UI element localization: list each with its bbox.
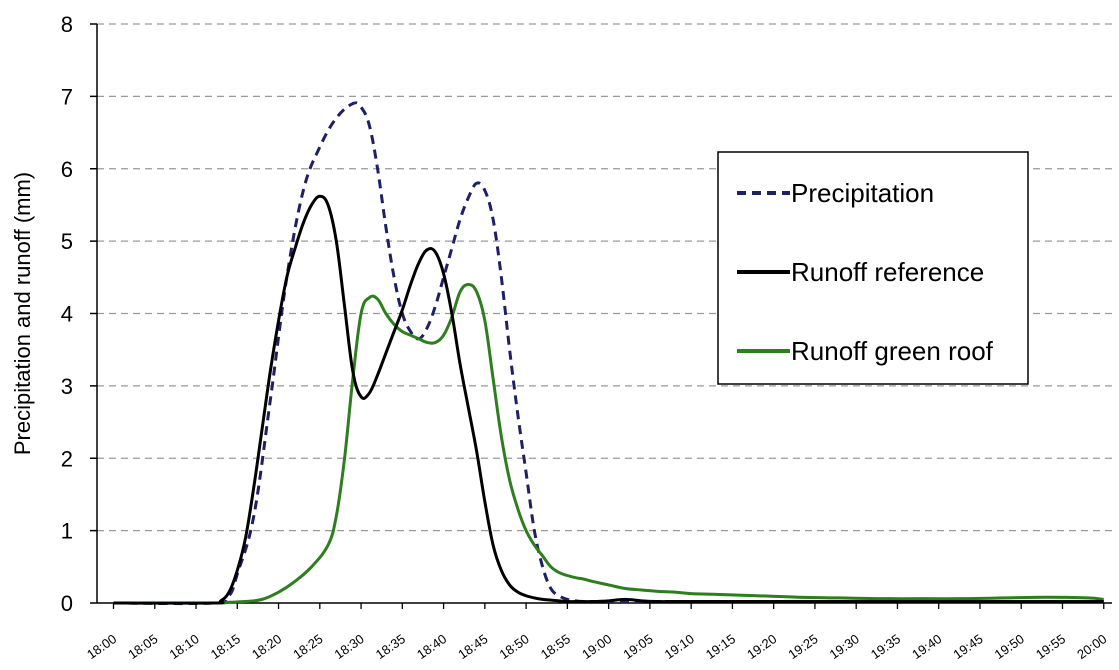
y-tick-label-1: 1 bbox=[61, 519, 73, 544]
grid-layer bbox=[97, 23, 1112, 532]
legend-items: Precipitation Runoff reference Runoff gree… bbox=[737, 178, 994, 366]
x-tick-label-16: 19:20 bbox=[744, 631, 779, 662]
x-tick-label-2: 18:10 bbox=[166, 631, 201, 662]
x-tick-label-19: 19:35 bbox=[868, 631, 903, 662]
series-line-precipitation bbox=[113, 101, 1104, 606]
x-tick-label-6: 18:30 bbox=[332, 631, 367, 662]
series-line-runoff-green-roof bbox=[113, 283, 1104, 605]
x-tick-label-10: 18:50 bbox=[497, 631, 532, 662]
x-tick-label-1: 18:05 bbox=[125, 631, 160, 662]
legend-label-runoff-green-roof: Runoff green roof bbox=[791, 336, 994, 366]
x-tick-label-14: 19:10 bbox=[662, 631, 697, 662]
x-tick-label-7: 18:35 bbox=[373, 631, 408, 662]
x-tick-label-8: 18:40 bbox=[414, 631, 449, 662]
x-tick-label-24: 20:00 bbox=[1074, 631, 1109, 662]
y-axis-label: Precipitation and runoff (mm) bbox=[10, 172, 35, 455]
x-tick-label-11: 18:55 bbox=[538, 631, 573, 662]
legend-label-runoff-reference: Runoff reference bbox=[791, 257, 984, 287]
series-line-runoff-reference bbox=[113, 194, 1104, 605]
y-tick-label-5: 5 bbox=[61, 229, 73, 254]
x-tick-label-15: 19:15 bbox=[703, 631, 738, 662]
x-tick-label-4: 18:20 bbox=[249, 631, 284, 662]
x-tick-label-22: 19:50 bbox=[992, 631, 1027, 662]
x-tick-label-21: 19:45 bbox=[950, 631, 985, 662]
x-tick-label-20: 19:40 bbox=[909, 631, 944, 662]
y-tick-label-4: 4 bbox=[61, 302, 73, 327]
x-tick-label-9: 18:45 bbox=[455, 631, 490, 662]
x-tick-label-13: 19:05 bbox=[620, 631, 655, 662]
y-tick-label-2: 2 bbox=[61, 446, 73, 471]
y-tick-label-3: 3 bbox=[61, 374, 73, 399]
x-tick-label-5: 18:25 bbox=[290, 631, 325, 662]
x-tick-label-18: 19:30 bbox=[827, 631, 862, 662]
y-tick-label-7: 7 bbox=[61, 84, 73, 109]
legend-label-precipitation: Precipitation bbox=[791, 178, 934, 208]
x-tick-label-17: 19:25 bbox=[785, 631, 820, 662]
legend: Precipitation Runoff reference Runoff gree… bbox=[717, 151, 1029, 385]
series-layer bbox=[113, 101, 1104, 606]
y-tick-label-8: 8 bbox=[61, 12, 73, 37]
x-tick-label-12: 19:00 bbox=[579, 631, 614, 662]
y-tick-label-6: 6 bbox=[61, 157, 73, 182]
x-tick-label-0: 18:00 bbox=[84, 631, 119, 662]
x-tick-label-23: 19:55 bbox=[1033, 631, 1068, 662]
x-tick-label-3: 18:15 bbox=[208, 631, 243, 662]
legend-box bbox=[717, 151, 1029, 385]
y-tick-label-0: 0 bbox=[61, 591, 73, 616]
